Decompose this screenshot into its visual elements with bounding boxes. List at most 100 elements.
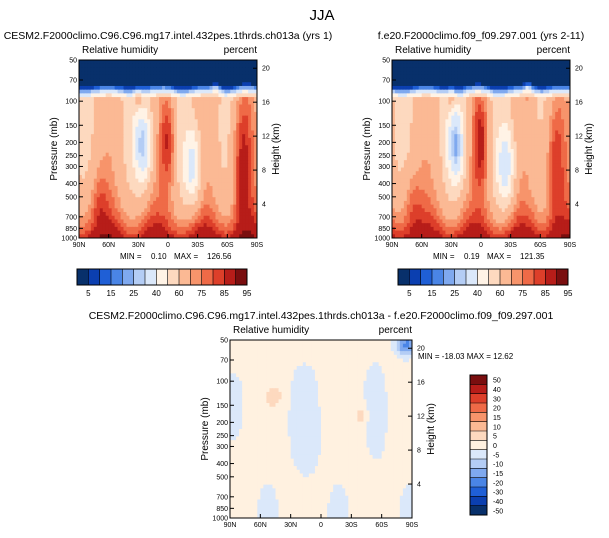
contour-cell	[170, 234, 175, 239]
contour-cell	[120, 119, 124, 124]
contour-cell	[90, 111, 95, 117]
contour-cell	[245, 67, 249, 72]
contour-cell	[489, 89, 494, 94]
contour-cell	[111, 204, 116, 209]
colorbar-swatch	[235, 269, 248, 285]
contour-cell	[111, 108, 116, 113]
contour-cell	[475, 67, 479, 72]
contour-cell	[93, 137, 98, 143]
contour-cell	[483, 156, 488, 161]
contour-cell	[224, 156, 228, 161]
contour-cell	[123, 78, 127, 83]
contour-cell	[138, 226, 142, 232]
contour-cell	[436, 67, 440, 72]
contour-cell	[534, 123, 538, 128]
contour-cell	[537, 178, 541, 183]
contour-cell	[472, 82, 476, 87]
contour-cell	[489, 78, 494, 83]
contour-cell	[206, 123, 211, 128]
contour-cell	[448, 115, 452, 120]
contour-cell	[173, 93, 178, 98]
contour-cell	[188, 223, 193, 228]
contour-cell	[522, 149, 526, 154]
contour-cell	[460, 130, 464, 135]
contour-cell	[448, 163, 452, 169]
contour-cell	[254, 100, 258, 105]
contour-cell	[126, 152, 130, 157]
contour-cell	[543, 82, 547, 87]
contour-cell	[197, 89, 202, 94]
contour-cell	[409, 89, 414, 94]
contour-cell	[99, 130, 104, 135]
contour-cell	[191, 230, 196, 235]
contour-cell	[239, 156, 243, 161]
contour-cell	[209, 204, 213, 209]
contour-cell	[159, 60, 163, 65]
contour-cell	[549, 178, 553, 183]
contour-cell	[507, 130, 512, 135]
contour-cell	[403, 93, 408, 98]
min-value: 0.10	[151, 252, 167, 261]
contour-cell	[215, 78, 219, 83]
contour-cell	[254, 145, 258, 150]
contour-cell	[555, 126, 559, 131]
contour-cell	[96, 197, 101, 202]
contour-cell	[460, 85, 464, 91]
contour-cell	[549, 63, 553, 68]
contour-cell	[251, 197, 255, 202]
contour-cell	[227, 186, 231, 191]
contour-cell	[492, 67, 497, 72]
contour-cell	[129, 111, 133, 117]
contour-cell	[87, 93, 92, 98]
contour-cell	[168, 115, 172, 120]
contour-cell	[111, 189, 116, 194]
contour-cell	[206, 111, 211, 117]
contour-cell	[123, 123, 127, 128]
contour-cell	[144, 123, 148, 128]
contour-cell	[457, 119, 461, 124]
contour-cell	[147, 137, 151, 143]
contour-cell	[144, 230, 148, 235]
contour-cell	[392, 152, 396, 157]
contour-cell	[162, 174, 166, 180]
contour-cell	[96, 63, 101, 68]
contour-cell	[421, 156, 426, 161]
contour-cell	[114, 137, 119, 143]
contour-cell	[564, 141, 568, 146]
contour-cell	[510, 141, 515, 146]
contour-cell	[392, 119, 396, 124]
contour-cell	[546, 89, 550, 94]
contour-cell	[439, 126, 443, 131]
contour-cell	[501, 145, 506, 150]
contour-cell	[162, 171, 166, 176]
contour-cell	[481, 145, 485, 150]
contour-cell	[102, 134, 107, 139]
contour-cell	[147, 134, 151, 139]
contour-cell	[197, 152, 202, 157]
contour-cell	[147, 215, 151, 220]
contour-cell	[486, 156, 491, 161]
contour-cell	[519, 100, 524, 105]
contour-cell	[117, 137, 122, 143]
contour-cell	[135, 234, 139, 239]
contour-cell	[436, 82, 440, 87]
contour-cell	[483, 60, 488, 65]
contour-cell	[182, 119, 187, 124]
contour-cell	[147, 152, 151, 157]
contour-cell	[522, 137, 526, 143]
contour-cell	[242, 141, 246, 146]
contour-cell	[254, 93, 258, 98]
contour-cell	[191, 197, 196, 202]
contour-cell	[460, 160, 464, 165]
contour-cell	[451, 134, 455, 139]
contour-cell	[481, 108, 485, 113]
contour-cell	[218, 212, 222, 217]
contour-cell	[457, 97, 461, 102]
contour-cell	[197, 160, 202, 165]
contour-cell	[392, 89, 396, 94]
contour-cell	[397, 152, 402, 157]
contour-cell	[546, 78, 550, 83]
contour-cell	[144, 226, 148, 232]
contour-cell	[528, 93, 532, 98]
contour-cell	[129, 219, 133, 224]
